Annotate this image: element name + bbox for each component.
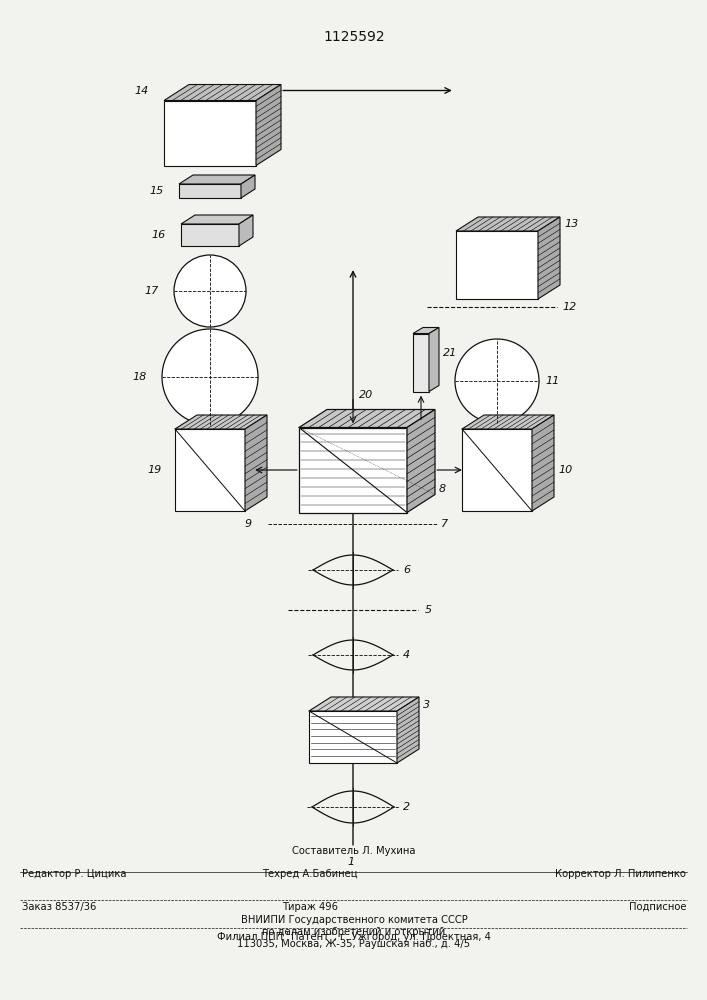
Polygon shape [413,334,429,391]
Polygon shape [407,410,435,512]
Text: Подписное: Подписное [629,902,686,912]
Text: 2: 2 [403,802,410,812]
Circle shape [455,339,539,423]
Polygon shape [299,428,407,512]
Text: 21: 21 [443,348,457,358]
Text: 1: 1 [347,857,355,867]
Text: Корректор Л. Пилипенко: Корректор Л. Пилипенко [555,869,686,879]
Polygon shape [462,415,554,429]
Text: Тираж 496: Тираж 496 [282,902,338,912]
Text: 11: 11 [545,376,559,386]
Text: Редактор Р. Цицика: Редактор Р. Цицика [22,869,127,879]
Text: Филиал ППП "Патент", г. Ужгород, ул. Проектная, 4: Филиал ППП "Патент", г. Ужгород, ул. Про… [217,932,491,942]
Text: 9: 9 [245,519,252,529]
Circle shape [174,255,246,327]
Text: 20: 20 [359,389,373,399]
Polygon shape [309,697,419,711]
Polygon shape [179,175,255,184]
Polygon shape [532,415,554,511]
Text: 1125592: 1125592 [323,30,385,44]
Polygon shape [175,415,267,429]
Text: 10: 10 [558,465,572,475]
Polygon shape [538,217,560,299]
Polygon shape [256,85,281,165]
Polygon shape [429,328,439,391]
Text: 19: 19 [147,465,161,475]
Polygon shape [241,175,255,198]
Circle shape [162,329,258,425]
Polygon shape [181,215,253,224]
Text: 3: 3 [423,700,430,710]
Polygon shape [397,697,419,763]
Polygon shape [181,224,239,246]
Text: 7: 7 [441,519,448,529]
Text: 15: 15 [149,186,163,196]
Text: 6: 6 [403,565,410,575]
Text: Техред А.Бабинец: Техред А.Бабинец [262,869,358,879]
Polygon shape [164,101,256,165]
Polygon shape [456,231,538,299]
Polygon shape [239,215,253,246]
Text: ВНИИПИ Государственного комитета СССР: ВНИИПИ Государственного комитета СССР [240,915,467,925]
Text: 17: 17 [144,286,158,296]
Text: 13: 13 [564,219,578,229]
Polygon shape [299,410,435,428]
Polygon shape [456,217,560,231]
Polygon shape [413,328,439,334]
Text: по делам изобретений и открытий: по делам изобретений и открытий [262,927,445,937]
Polygon shape [462,429,532,511]
Text: 12: 12 [562,302,576,312]
Text: 18: 18 [132,372,146,382]
Text: 16: 16 [151,230,165,240]
Text: 14: 14 [134,87,148,97]
Polygon shape [309,711,397,763]
Polygon shape [245,415,267,511]
Text: 5: 5 [425,605,432,615]
Text: 113035, Москва, Ж-35, Раушская наб., д. 4/5: 113035, Москва, Ж-35, Раушская наб., д. … [238,939,471,949]
Polygon shape [179,184,241,198]
Text: 4: 4 [403,650,410,660]
Text: Составитель Л. Мухина: Составитель Л. Мухина [292,846,416,856]
Text: Заказ 8537/36: Заказ 8537/36 [22,902,96,912]
Polygon shape [164,85,281,101]
Text: 8: 8 [439,485,446,494]
Polygon shape [175,429,245,511]
